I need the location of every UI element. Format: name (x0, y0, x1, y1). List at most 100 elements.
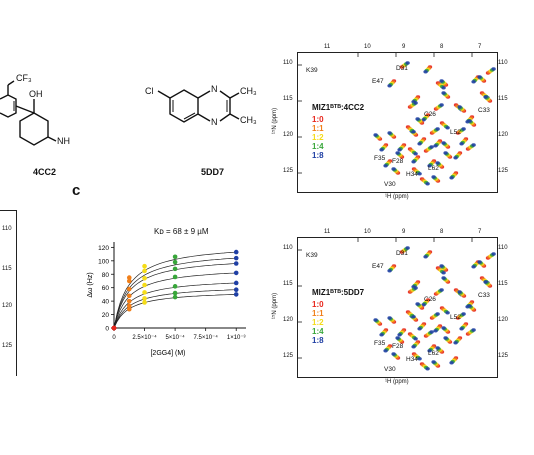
nmr-peak (387, 84, 392, 88)
data-point (142, 296, 147, 301)
nmr-peak (435, 161, 440, 165)
y-axis-label: Δω (Hz) (87, 272, 94, 297)
data-point (111, 325, 117, 331)
nmr-peak (441, 326, 446, 330)
nmr-peak (429, 330, 434, 334)
nmr-peak (379, 148, 384, 152)
x-tick-label: 2.5×10⁻⁴ (132, 334, 157, 341)
spectrum-5dd7-peaks (298, 238, 496, 371)
x-tick: 8 (440, 229, 444, 235)
nmr-peak (427, 349, 432, 353)
data-point (126, 293, 132, 299)
ratio-legend: 1:0 1:1 1:2 1:4 1:8 (312, 115, 324, 160)
oh-atom: OH (29, 89, 43, 99)
y-tick-label: 100 (98, 258, 109, 265)
nmr-peak (483, 95, 488, 99)
y-tick: 120 (283, 317, 294, 323)
nmr-peak (435, 127, 440, 131)
kd-annotation: Kᴅ = 68 ± 9 µM (154, 227, 209, 236)
n2-atom: N (211, 117, 218, 127)
nmr-peak (433, 144, 438, 148)
nmr-peak (441, 276, 446, 280)
nmr-peak (471, 80, 476, 84)
nmr-peak (459, 142, 464, 146)
x-tick: 10 (364, 44, 371, 50)
peak-label-d31: D31 (396, 65, 408, 72)
y-tick-label: 0 (105, 326, 109, 333)
peak-label-c26: C26 (424, 296, 436, 303)
y-tick: 115 (283, 96, 293, 102)
ratio-1-8: 1:8 (312, 336, 324, 345)
compound-4cc2-label: 4CC2 (33, 167, 57, 177)
nmr-peak (471, 265, 476, 269)
x-tick: 9 (402, 229, 406, 235)
nmr-peak (411, 160, 416, 164)
data-point (172, 290, 178, 296)
nmr-peak (423, 70, 428, 74)
y-tick: 115 (283, 281, 293, 287)
nmr-peak (425, 367, 430, 371)
data-point (172, 254, 178, 260)
binding-chart: Kᴅ = 68 ± 9 µM 0 20 40 60 80 100 120 0 2.5×10⁻⁴ 5×… (80, 222, 256, 372)
y-tick-label: 40 (102, 299, 110, 306)
data-point (142, 263, 147, 269)
n1-atom: N (211, 84, 218, 94)
data-point (233, 249, 239, 255)
fit-curve (113, 294, 237, 329)
ratio-1-2: 1:2 (312, 133, 324, 142)
data-point (233, 287, 239, 293)
nmr-peak (457, 290, 462, 294)
y-tick: 120 (498, 132, 509, 138)
peak-label-c33: C33 (478, 107, 490, 114)
nmr-peak (491, 252, 496, 256)
nmr-peak (483, 280, 488, 284)
nmr-peak (443, 336, 448, 340)
nmr-peak (435, 312, 440, 316)
x-axis-label: ¹H (ppm) (385, 194, 409, 200)
y-tick: 115 (498, 281, 508, 287)
nmr-peak (417, 142, 422, 146)
x-tick: 7 (478, 229, 482, 235)
nmr-peak (477, 75, 482, 79)
nmr-peak (421, 303, 426, 307)
peak-label-f35: F35 (374, 155, 386, 162)
y-axis-label: ¹⁵N (ppm) (272, 292, 279, 320)
y-tick-label: 60 (102, 285, 110, 292)
nmr-peak (425, 182, 430, 186)
peak-label-c26: C26 (424, 111, 436, 118)
data-point (233, 261, 239, 266)
nmr-peak (415, 117, 420, 121)
ratio-1-0: 1:0 (312, 115, 324, 124)
nmr-peak (477, 260, 482, 264)
left-cropped-spectrum: 110 115 120 125 (0, 210, 17, 376)
data-point (142, 282, 147, 288)
ratio-1-2: 1:2 (312, 318, 324, 327)
data-point (233, 270, 239, 276)
data-point (233, 280, 239, 286)
peak-label-e47: E47 (372, 263, 384, 270)
nmr-peak (467, 119, 472, 123)
y-tick-label: 80 (102, 272, 110, 279)
nmr-peak (491, 67, 496, 71)
nmr-peak (441, 271, 446, 275)
data-point (142, 268, 147, 274)
nmr-peak (379, 333, 384, 337)
nmr-peak (471, 328, 476, 332)
compound-5dd7-structure (157, 89, 240, 123)
ratio-1-8: 1:8 (312, 151, 324, 160)
left-axis-tick-115: 115 (2, 266, 12, 272)
ch3b-atom: CH₃ (240, 115, 257, 125)
peak-label-f28: F28 (392, 158, 404, 165)
cf3-atom: CF₃ (16, 73, 32, 83)
nmr-peak (457, 105, 462, 109)
spectrum-5dd7: MIZ1ᴮᵀᴮ:5DD7 1:0 1:1 1:2 1:4 1:8 K39 D31… (297, 237, 498, 378)
nmr-peak (413, 286, 418, 290)
spectrum-title: MIZ1ᴮᵀᴮ:4CC2 (312, 103, 365, 112)
peak-label-f35: F35 (374, 340, 386, 347)
ratio-1-4: 1:4 (312, 142, 324, 151)
x-tick-label: 7.5×10⁻⁴ (194, 334, 219, 341)
x-tick-label: 0 (112, 335, 116, 341)
y-tick: 110 (283, 245, 293, 251)
nmr-peak (413, 101, 418, 105)
nmr-peak (383, 164, 388, 168)
